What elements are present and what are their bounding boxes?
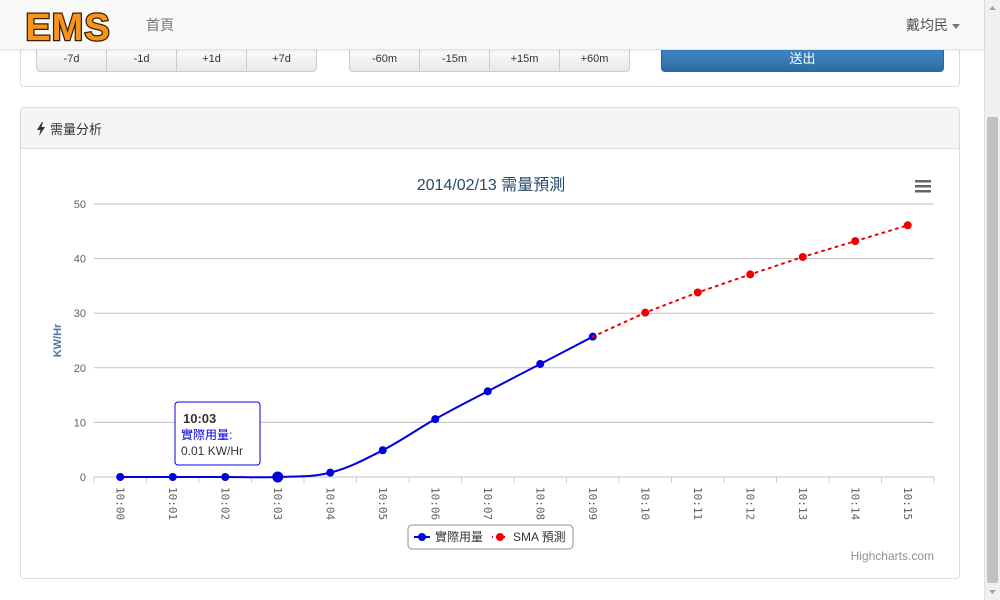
- lightning-icon: [37, 122, 45, 136]
- y-tick-label: 40: [74, 254, 86, 266]
- x-tick-label: 10:12: [743, 487, 756, 520]
- legend-label-forecast: SMA 預測: [513, 530, 566, 544]
- x-tick-label: 10:04: [323, 487, 336, 520]
- caret-down-icon: [952, 23, 960, 29]
- scroll-thumb[interactable]: [987, 117, 998, 583]
- tooltip-box: [174, 401, 261, 466]
- x-tick-label: 10:07: [481, 487, 494, 520]
- data-point[interactable]: [221, 473, 230, 481]
- plus-15m-button[interactable]: +15m: [489, 45, 560, 72]
- data-point[interactable]: [326, 468, 335, 477]
- menu-bar-2: [915, 185, 931, 188]
- x-tick-label: 10:06: [428, 487, 441, 520]
- data-point[interactable]: [483, 387, 492, 396]
- x-tick-label: 10:14: [848, 487, 861, 520]
- data-point[interactable]: [431, 415, 440, 424]
- legend-item-actual[interactable]: 實際用量: [414, 529, 483, 544]
- navbar: EMS 首頁 戴均民: [0, 0, 984, 50]
- x-tick-label: 10:13: [796, 487, 809, 520]
- menu-bar-1: [915, 180, 931, 183]
- data-point[interactable]: [168, 473, 177, 481]
- data-point[interactable]: [378, 446, 387, 455]
- x-tick-label: 10:02: [218, 487, 231, 520]
- data-point[interactable]: [851, 237, 860, 246]
- x-axis: 10:00 10:01 10:02 10:03 10:04 10:05 10:06 10:07…: [93, 477, 935, 520]
- data-point[interactable]: [693, 288, 702, 297]
- menu-bar-3: [915, 190, 931, 193]
- svg-text:EMS: EMS: [25, 7, 110, 48]
- chart-tooltip: 10:03 實際用量: 0.01 KW/Hr: [174, 401, 261, 466]
- page-scrollbar[interactable]: [984, 0, 1000, 600]
- highcharts-credits[interactable]: Highcharts.com: [851, 549, 934, 563]
- y-tick-label: 30: [74, 308, 86, 320]
- scroll-up-arrow-icon[interactable]: [985, 0, 1000, 16]
- scroll-down-arrow-icon[interactable]: [985, 584, 1000, 600]
- legend-marker-forecast: [496, 533, 504, 541]
- data-point[interactable]: [272, 471, 284, 483]
- user-menu[interactable]: 戴均民: [906, 15, 960, 35]
- chart-series: [116, 221, 912, 483]
- chart-title: 2014/02/13 需量預測: [417, 176, 566, 194]
- series-line-0: [119, 335, 594, 479]
- user-name: 戴均民: [906, 17, 948, 33]
- panel-heading: 需量分析: [21, 108, 959, 149]
- data-point[interactable]: [798, 252, 807, 261]
- x-tick-label: 10:15: [901, 487, 914, 520]
- x-tick-label: 10:03: [271, 487, 284, 520]
- y-tick-label: 50: [74, 199, 86, 211]
- y-tick-label: 10: [74, 417, 86, 429]
- x-tick-label: 10:09: [586, 487, 599, 520]
- legend-item-forecast[interactable]: SMA 預測: [492, 530, 566, 544]
- data-point[interactable]: [903, 221, 912, 230]
- tooltip-series: 實際用量:: [181, 427, 232, 442]
- data-point[interactable]: [536, 359, 545, 368]
- demand-analysis-panel: 需量分析 2014/02/13 需量預測 0 10 20 30 40 50 KW/Hr 1…: [20, 107, 960, 579]
- series-line-1: [591, 224, 909, 338]
- x-tick-label: 10:11: [691, 487, 704, 520]
- x-tick-label: 10:00: [113, 487, 126, 520]
- data-point[interactable]: [116, 473, 125, 481]
- y-tick-label: 20: [74, 363, 86, 375]
- x-tick-label: 10:10: [638, 487, 651, 520]
- x-tick-label: 10:05: [376, 487, 389, 520]
- chart-menu-button[interactable]: [915, 180, 931, 193]
- nav-home-link[interactable]: 首頁: [146, 17, 174, 33]
- x-tick-label: 10:01: [166, 487, 179, 520]
- y-tick-label: 0: [80, 472, 86, 484]
- legend-marker-actual: [418, 533, 426, 541]
- tooltip-title: 10:03: [183, 411, 216, 426]
- legend-box: [407, 524, 574, 550]
- chart-legend: 實際用量 SMA 預測: [407, 524, 574, 550]
- tooltip-value: 0.01 KW/Hr: [181, 444, 243, 458]
- data-point[interactable]: [641, 308, 650, 317]
- legend-label-actual: 實際用量: [435, 529, 483, 544]
- data-point[interactable]: [746, 270, 755, 279]
- ems-logo[interactable]: EMS: [18, 4, 118, 51]
- panel-title: 需量分析: [50, 122, 103, 137]
- x-tick-label: 10:08: [533, 487, 546, 520]
- y-axis-ticks: 0 10 20 30 40 50: [74, 199, 86, 484]
- y-axis-label: KW/Hr: [52, 323, 64, 357]
